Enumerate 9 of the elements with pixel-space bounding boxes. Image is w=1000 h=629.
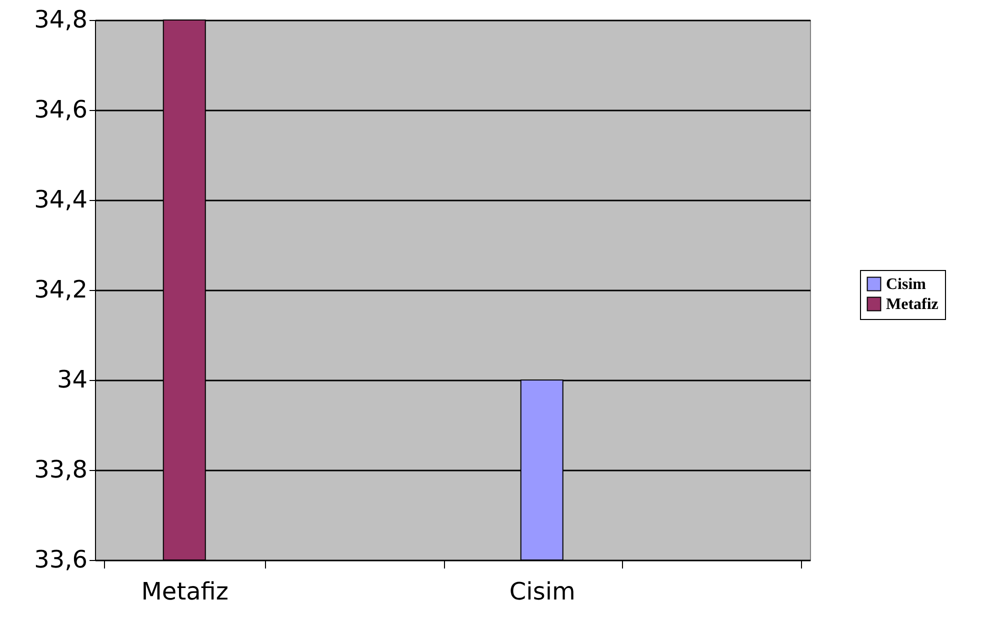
y-tick-label: 34,8 bbox=[34, 6, 88, 34]
y-tick-label: 33,8 bbox=[34, 456, 88, 484]
y-tick-label: 34,6 bbox=[34, 96, 88, 124]
legend-label: Cisim bbox=[886, 276, 927, 293]
y-tick-label: 34 bbox=[56, 366, 88, 394]
y-tick-label: 34,2 bbox=[34, 276, 88, 304]
y-tick-label: 34,4 bbox=[34, 186, 88, 214]
legend-label: Metafiz bbox=[886, 296, 938, 313]
y-tick-label: 33,6 bbox=[34, 546, 88, 574]
